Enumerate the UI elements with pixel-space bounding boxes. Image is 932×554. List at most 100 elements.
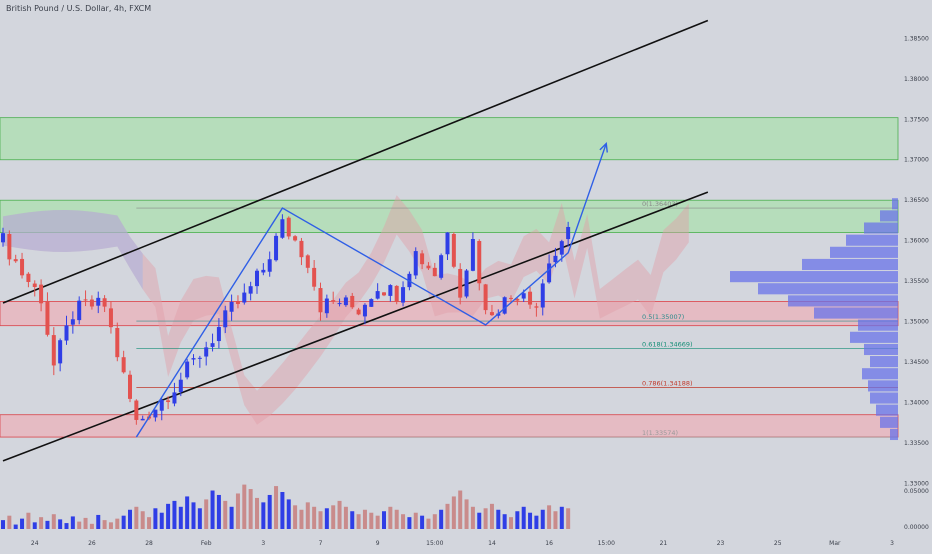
x-tick-label: 15:00 <box>426 540 443 547</box>
candle-body <box>547 263 552 283</box>
volume-bar <box>540 509 545 529</box>
candle-body <box>166 400 171 403</box>
volume-bar <box>134 506 139 529</box>
candle-body <box>178 379 183 393</box>
candle-body <box>134 400 139 420</box>
candle-body <box>102 298 107 307</box>
candle-body <box>159 399 164 411</box>
candle-body <box>39 284 44 304</box>
volume-bar <box>375 515 380 529</box>
price-axis: 1.38500 1.38000 1.37500 1.37000 1.36500 1.360… <box>904 35 929 531</box>
volume-bar <box>547 505 552 529</box>
volume-bar <box>489 503 494 529</box>
volume-bar <box>1 520 5 529</box>
candle-body <box>153 409 158 418</box>
volume-bar <box>45 520 50 529</box>
volume-bar <box>318 511 323 529</box>
volume-bar <box>293 505 298 529</box>
candle-body <box>128 374 132 399</box>
x-tick-label: 3 <box>890 540 894 547</box>
candle-body <box>477 240 482 284</box>
volume-bar <box>426 518 431 529</box>
volume-bar <box>255 497 259 529</box>
volume-bar <box>147 517 152 529</box>
volume-bar <box>83 517 88 529</box>
volume-bar <box>280 492 285 529</box>
x-tick-label: Mar <box>829 540 841 547</box>
candle-body <box>394 285 399 302</box>
volume-bar <box>331 505 336 529</box>
volume-profile-bar <box>870 392 898 404</box>
y-tick-label: 1.34500 <box>904 359 929 366</box>
volume-bar <box>235 493 240 529</box>
volume-bar <box>267 494 272 529</box>
candle-body <box>185 361 190 378</box>
volume-bar <box>286 499 291 529</box>
candle-body <box>299 240 304 258</box>
volume-profile-bar <box>864 222 898 234</box>
volume-profile-bar <box>788 295 898 307</box>
volume-bar <box>343 506 348 529</box>
candle-body <box>197 357 202 359</box>
x-tick-label: 16 <box>545 540 553 547</box>
volume-bar <box>445 503 450 529</box>
candle-body <box>445 232 450 255</box>
volume-bar <box>7 515 12 529</box>
volume-bar <box>178 506 183 529</box>
volume-profile-bar <box>846 234 898 246</box>
candle-body <box>318 288 323 313</box>
volume-bar <box>108 522 113 529</box>
fib-label-2: 0.618(1.34669) <box>642 340 693 348</box>
volume-bar <box>77 521 82 529</box>
y-tick-label: 1.36500 <box>904 197 929 204</box>
volume-bar <box>553 511 558 529</box>
volume-bar <box>369 512 374 529</box>
candle-body <box>13 259 18 262</box>
candle-body <box>115 327 120 358</box>
volume-bar <box>115 518 120 529</box>
candle-body <box>191 358 196 360</box>
y-tick-label: 1.33000 <box>904 481 929 488</box>
y-tick-label: 1.37500 <box>904 116 929 123</box>
volume-profile-bar <box>892 198 898 210</box>
volume-profile-bar <box>880 210 898 222</box>
candle-body <box>274 235 279 261</box>
candle-body <box>331 300 336 302</box>
candle-body <box>210 343 215 347</box>
y-tick-label: 1.37000 <box>904 157 929 164</box>
y-tick-label: 1.35500 <box>904 278 929 285</box>
volume-bar <box>483 508 488 529</box>
candle-body <box>261 269 266 273</box>
volume-bar <box>216 494 221 529</box>
volume-profile-bar <box>858 319 898 331</box>
candle-body <box>26 273 31 282</box>
candle-body <box>32 283 37 288</box>
volume-bar <box>102 520 107 529</box>
candle-body <box>20 258 25 276</box>
channel-line-0 <box>2 19 709 304</box>
volume-bar <box>223 500 228 529</box>
y-tick-label: 1.38500 <box>904 35 929 42</box>
candle-body <box>96 297 101 306</box>
fib-label-4: 1(1.33574) <box>642 429 678 437</box>
volume-bar <box>242 484 247 529</box>
volume-bars <box>1 484 571 529</box>
candle-body <box>235 301 240 304</box>
y-tick-label: 1.33500 <box>904 440 929 447</box>
candle-body <box>70 319 75 325</box>
volume-bar <box>89 523 94 529</box>
volume-tick-label: 0.00000 <box>904 524 929 531</box>
volume-profile-bar <box>870 356 898 368</box>
volume-bar <box>261 502 266 529</box>
volume-profile-bar <box>814 307 898 319</box>
volume-bar <box>274 486 279 529</box>
candle-body <box>343 297 348 306</box>
candle-body <box>293 236 298 241</box>
candle-body <box>553 255 558 263</box>
volume-profile-bar <box>730 271 898 283</box>
candle-body <box>77 300 82 321</box>
candle-body <box>267 259 272 272</box>
volume-bar <box>159 512 164 529</box>
x-tick-label: 24 <box>31 540 39 547</box>
